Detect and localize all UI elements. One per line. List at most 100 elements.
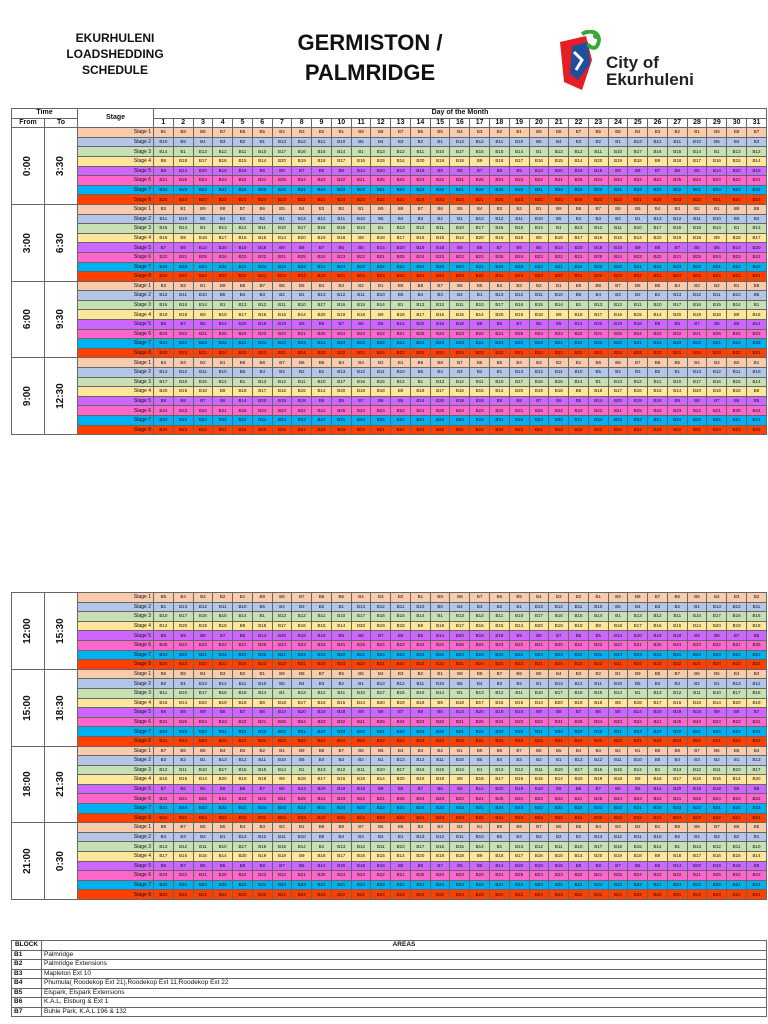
block-cell: B1	[568, 357, 589, 369]
block-cell: B16	[409, 764, 431, 776]
block-cell: B17	[311, 774, 332, 785]
block-cell: B23	[528, 812, 550, 824]
block-cell: B13	[172, 601, 194, 613]
block-cell: B21	[251, 175, 273, 186]
block-cell: B14	[745, 155, 768, 167]
block-cell: B12	[568, 678, 589, 689]
block-cell: B21	[370, 251, 392, 263]
block-cell: B2	[627, 290, 649, 301]
block-cell: B23	[666, 405, 688, 416]
block-cell: B23	[469, 649, 491, 661]
block-cell: B25	[508, 328, 530, 340]
block-cell: B9	[647, 745, 668, 757]
block-cell: B5	[587, 367, 609, 378]
block-cell: B16	[390, 687, 411, 699]
block-cell: B7	[568, 127, 589, 138]
block-cell: B20	[627, 630, 649, 641]
block-cell: B21	[548, 803, 570, 814]
block-cell: B23	[449, 879, 471, 891]
block-cell: B20	[469, 232, 491, 244]
block-cell: B11	[251, 223, 273, 234]
block-cell: B25	[587, 793, 609, 805]
block-cell: B20	[666, 783, 688, 795]
block-cell: B1	[390, 831, 411, 843]
block-cell: B18	[449, 319, 471, 330]
block-cell: B4	[449, 601, 471, 613]
block-cell: B1	[172, 203, 194, 215]
block-cell: B7	[607, 860, 629, 872]
block-cell: B12	[212, 146, 234, 157]
block-cell: B24	[607, 251, 629, 263]
block-cell: B21	[409, 812, 431, 824]
block-cell: B8	[212, 707, 234, 718]
block-cell: B9	[647, 319, 668, 330]
block-cell: B22	[647, 889, 668, 900]
block-cell: B21	[350, 347, 372, 359]
block-cell: B24	[548, 184, 570, 196]
block-cell: B23	[568, 726, 589, 737]
block-cell: B22	[666, 424, 688, 436]
block-cell: B15	[330, 697, 352, 709]
block-cell: B4	[508, 357, 530, 369]
block-cell: B18	[666, 155, 688, 167]
block-cell: B22	[449, 194, 471, 205]
block-cell: B6	[449, 280, 471, 292]
block-cell: B22	[508, 424, 530, 436]
block-cell: B9	[192, 309, 214, 321]
block-cell: B22	[745, 659, 768, 670]
block-cell: B16	[528, 851, 550, 862]
block-cell: B23	[429, 793, 451, 805]
block-cell: B22	[429, 726, 451, 737]
block-cell: B14	[390, 851, 411, 862]
block-cell: B17	[449, 146, 471, 157]
header-row: Time Stage Day of the Month	[11, 107, 767, 129]
block-cell: B7	[251, 280, 273, 292]
block-cell: B3	[311, 203, 332, 215]
block-cell: B23	[232, 649, 253, 661]
block-cell: B19	[489, 707, 510, 718]
block-cell: B6	[607, 783, 629, 795]
block-cell: B24	[568, 338, 589, 349]
block-cell: B3	[153, 755, 174, 766]
block-cell: B6	[528, 745, 550, 757]
block-cell: B19	[607, 155, 629, 167]
block-cell: B14	[172, 165, 194, 177]
schedule-row: 3:00 6:30 Stage 1 B2 B1 B9 B8 B7 B6 B5 B4 B3 B2 B1 B9 B…	[11, 203, 768, 282]
block-cell: B2	[192, 357, 214, 369]
block-cell: B3	[429, 290, 451, 301]
block-cell: B15	[370, 851, 392, 862]
block-cell: B21	[647, 879, 668, 891]
block-cell: B20	[587, 319, 609, 330]
block-cell: B10	[627, 755, 649, 766]
block-cell: B14	[568, 319, 589, 330]
block-cell: B15	[627, 309, 649, 321]
stage-label: Stage 6	[77, 870, 154, 881]
block-cell: B23	[647, 870, 668, 881]
block-cell: B24	[469, 184, 491, 196]
block-cell: B3	[745, 668, 768, 680]
block-cell: B22	[311, 415, 332, 426]
schedule-row: Stage 4 B19 B18 B9 B18 B17 B16 B15 B14 B20 B19 B18 B…	[12, 309, 768, 321]
block-cell: B23	[212, 415, 234, 426]
block-cell: B13	[291, 213, 313, 225]
block-cell: B22	[153, 415, 174, 426]
block-cell: B18	[647, 395, 668, 407]
block-cell: B21	[232, 803, 253, 814]
block-cell: B21	[508, 347, 530, 359]
block-cell: B5	[429, 707, 451, 718]
block-cell: B18	[607, 774, 629, 785]
block-cell: B9	[153, 155, 174, 167]
block-cell: B9	[232, 860, 253, 872]
block-cell: B24	[153, 424, 174, 436]
block-cell: B15	[232, 687, 253, 699]
block-cell: B10	[390, 367, 411, 378]
block-cell: B22	[726, 347, 747, 359]
block-cell: B21	[429, 649, 451, 661]
block-cell: B17	[528, 611, 550, 622]
block-cell: B19	[666, 232, 688, 244]
block-cell: B1	[212, 831, 234, 843]
block-cell: B25	[528, 405, 550, 416]
block-cell: B24	[212, 793, 234, 805]
block-cell: B22	[745, 726, 768, 737]
block-cell: B21	[330, 271, 352, 282]
